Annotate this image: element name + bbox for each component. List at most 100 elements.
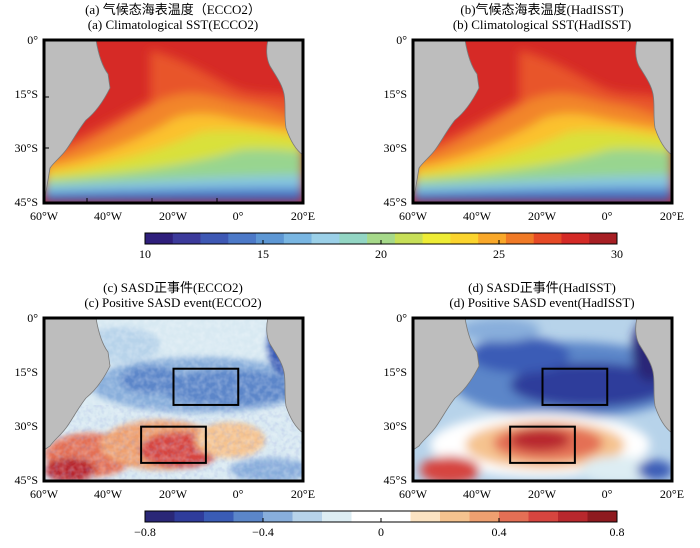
y-tick-label: 0° bbox=[396, 311, 407, 325]
x-tick-label: 60°W bbox=[30, 209, 59, 223]
panel-c-title-en: (c) Positive SASD event(ECCO2) bbox=[84, 295, 261, 310]
colorbar-segment bbox=[174, 511, 205, 522]
africa-land bbox=[635, 318, 672, 434]
panel-c-ticks: 60°W 40°W 20°W 0° 20°E 0° 15°S 30°S 45°S bbox=[15, 311, 316, 501]
colorbar-segment bbox=[263, 511, 293, 522]
colorbar-segment bbox=[204, 511, 234, 522]
y-tick-label: 15°S bbox=[384, 87, 407, 101]
colorbar-segment bbox=[499, 511, 529, 522]
colorbar-segment bbox=[558, 511, 588, 522]
panel-a-title-cn: (a) 气候态海表温度（ECCO2） bbox=[85, 2, 261, 17]
panel-b-frame bbox=[411, 38, 674, 205]
africa-land bbox=[266, 40, 303, 156]
x-tick-label: 20°E bbox=[291, 209, 315, 223]
panel-d-title-en: (d) Positive SASD event(HadISST) bbox=[449, 295, 634, 310]
colorbar-segment bbox=[422, 233, 451, 244]
x-tick-label: 60°W bbox=[399, 209, 428, 223]
y-tick-label: 0° bbox=[396, 33, 407, 47]
colorbar-segment bbox=[172, 233, 201, 244]
colorbar-tick-label: −0.4 bbox=[252, 525, 274, 539]
x-tick-label: 20°W bbox=[159, 209, 188, 223]
colorbar-segment bbox=[469, 511, 500, 522]
y-tick-label: 45°S bbox=[384, 195, 407, 209]
colorbar-tick-label: −0.8 bbox=[134, 525, 156, 539]
colorbar-tick-label: 20 bbox=[375, 247, 387, 261]
y-tick-label: 30°S bbox=[15, 419, 38, 433]
colorbar-tick-label: 30 bbox=[611, 247, 623, 261]
panel-c-frame bbox=[42, 316, 305, 483]
south-america-land bbox=[44, 318, 111, 451]
south-america-land bbox=[413, 40, 480, 203]
region-box bbox=[541, 367, 609, 406]
y-tick-label: 15°S bbox=[15, 87, 38, 101]
panel-b: (b)气候态海表温度(HadISST) (b) Climatological S… bbox=[384, 2, 685, 223]
x-tick-label: 20°W bbox=[528, 487, 557, 501]
panel-c-map bbox=[44, 318, 303, 481]
panel-c-boxes bbox=[140, 367, 240, 464]
colorbar-segment bbox=[450, 233, 479, 244]
colorbar-segment bbox=[339, 233, 368, 244]
colorbar-segment bbox=[292, 511, 323, 522]
y-tick-label: 0° bbox=[27, 33, 38, 47]
colorbar-segment bbox=[228, 233, 257, 244]
colorbar-segment bbox=[505, 233, 535, 244]
x-tick-label: 0° bbox=[602, 209, 613, 223]
colorbar-tick-label: 0.4 bbox=[492, 525, 507, 539]
panel-d: (d) SASD正事件(HadISST) (d) Positive SASD e… bbox=[384, 280, 685, 501]
colorbar-segment bbox=[351, 511, 382, 522]
panel-d-boxes bbox=[509, 367, 609, 464]
panel-b-title-cn: (b)气候态海表温度(HadISST) bbox=[460, 2, 623, 17]
x-tick-label: 20°E bbox=[660, 209, 684, 223]
panel-c-title-cn: (c) SASD正事件(ECCO2) bbox=[103, 280, 243, 295]
x-tick-label: 40°W bbox=[463, 209, 492, 223]
y-tick-label: 45°S bbox=[384, 473, 407, 487]
colorbar-segment bbox=[381, 511, 411, 522]
colorbar-segment bbox=[322, 511, 352, 522]
colorbar-segment bbox=[533, 233, 562, 244]
y-tick-label: 30°S bbox=[384, 419, 407, 433]
colorbar-tick-label: 10 bbox=[139, 247, 151, 261]
south-america-land bbox=[413, 318, 480, 451]
x-tick-label: 20°E bbox=[660, 487, 684, 501]
x-tick-label: 0° bbox=[233, 209, 244, 223]
x-tick-label: 20°W bbox=[528, 209, 557, 223]
colorbar-segment bbox=[367, 233, 396, 244]
colorbar-segment bbox=[311, 233, 340, 244]
y-tick-label: 30°S bbox=[15, 141, 38, 155]
panel-a-frame bbox=[42, 38, 305, 205]
x-tick-label: 0° bbox=[602, 487, 613, 501]
colorbar-segment bbox=[589, 233, 618, 244]
colorbar-segment bbox=[587, 511, 618, 522]
colorbar-tick-label: 25 bbox=[493, 247, 505, 261]
x-tick-label: 0° bbox=[233, 487, 244, 501]
panel-c: (c) SASD正事件(ECCO2) (c) Positive SASD eve… bbox=[15, 280, 316, 501]
panel-d-ticks: 60°W 40°W 20°W 0° 20°E 0° 15°S 30°S 45°S bbox=[384, 311, 685, 501]
africa-land bbox=[635, 40, 672, 156]
colorbar-segment bbox=[410, 511, 441, 522]
colorbar-segment bbox=[233, 511, 264, 522]
y-tick-label: 30°S bbox=[384, 141, 407, 155]
colorbar-tick-label: 15 bbox=[257, 247, 269, 261]
colorbar-segment bbox=[528, 511, 559, 522]
panel-b-title-en: (b) Climatological SST(HadISST) bbox=[453, 17, 631, 32]
colorbar-tick-label: 0.8 bbox=[610, 525, 625, 539]
colorbar-segment bbox=[561, 233, 590, 244]
colorbar-anomaly: −0.8 −0.4 0 0.4 0.8 bbox=[134, 510, 625, 539]
x-tick-label: 20°W bbox=[159, 487, 188, 501]
region-box bbox=[172, 367, 240, 406]
south-america-land bbox=[44, 40, 111, 203]
region-box bbox=[140, 425, 207, 464]
colorbar-segment bbox=[145, 233, 174, 244]
panel-b-map bbox=[413, 40, 672, 203]
panel-d-title-cn: (d) SASD正事件(HadISST) bbox=[468, 280, 616, 295]
panel-a: (a) 气候态海表温度（ECCO2） (a) Climatological SS… bbox=[15, 2, 316, 223]
colorbar-tick-label: 0 bbox=[378, 525, 384, 539]
x-tick-label: 60°W bbox=[399, 487, 428, 501]
x-tick-label: 60°W bbox=[30, 487, 59, 501]
colorbar-segment bbox=[440, 511, 470, 522]
y-tick-label: 0° bbox=[27, 311, 38, 325]
x-tick-label: 40°W bbox=[463, 487, 492, 501]
panel-a-title-en: (a) Climatological SST(ECCO2) bbox=[88, 17, 258, 32]
y-tick-label: 15°S bbox=[15, 365, 38, 379]
africa-land bbox=[266, 318, 303, 434]
